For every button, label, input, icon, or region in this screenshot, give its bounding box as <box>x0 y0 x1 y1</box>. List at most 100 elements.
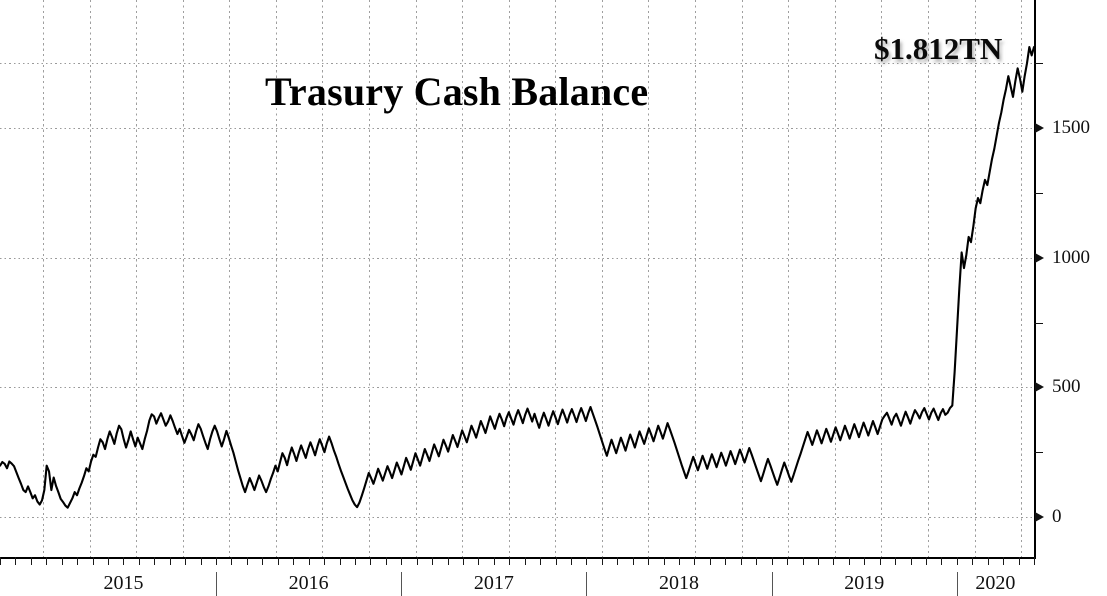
x-minor-tick <box>525 557 526 565</box>
x-minor-tick <box>216 557 217 565</box>
x-minor-tick <box>710 557 711 565</box>
x-axis-year-separator <box>957 572 958 596</box>
x-axis-year-separator <box>216 572 217 596</box>
x-minor-tick <box>988 557 989 565</box>
x-minor-tick <box>370 557 371 565</box>
x-axis-year-separator <box>586 572 587 596</box>
y-axis-spine <box>1034 0 1036 559</box>
x-minor-tick <box>185 557 186 565</box>
x-minor-tick <box>911 557 912 565</box>
x-minor-tick <box>247 557 248 565</box>
y-tick-label: 0 <box>1052 506 1062 527</box>
peak-value-annotation: $1.812TN <box>874 31 1003 66</box>
x-axis-year-label: 2017 <box>473 572 514 594</box>
x-minor-tick <box>448 557 449 565</box>
x-minor-tick <box>123 557 124 565</box>
x-minor-tick <box>309 557 310 565</box>
x-minor-tick <box>417 557 418 565</box>
x-axis-ticks <box>0 557 1035 566</box>
x-minor-tick <box>617 557 618 565</box>
x-axis-year-separator <box>401 572 402 596</box>
x-minor-tick <box>62 557 63 565</box>
x-minor-tick <box>77 557 78 565</box>
x-axis-year-label: 2015 <box>103 572 144 594</box>
y-axis: 1500 1000 500 0 <box>1034 0 1107 593</box>
data-line-layer <box>0 46 1034 509</box>
x-minor-tick <box>586 557 587 565</box>
x-minor-tick <box>941 557 942 565</box>
x-minor-tick <box>664 557 665 565</box>
x-minor-tick <box>880 557 881 565</box>
x-axis-line <box>0 557 1034 559</box>
y-tick-arrow <box>1035 123 1044 133</box>
x-minor-tick <box>633 557 634 565</box>
x-minor-tick <box>478 557 479 565</box>
x-minor-tick <box>201 557 202 565</box>
x-minor-tick <box>571 557 572 565</box>
x-minor-tick <box>679 557 680 565</box>
x-minor-tick <box>386 557 387 565</box>
x-minor-tick <box>849 557 850 565</box>
y-minor-tick <box>1034 63 1043 64</box>
x-minor-tick <box>803 557 804 565</box>
x-minor-tick <box>864 557 865 565</box>
x-minor-tick <box>154 557 155 565</box>
x-minor-tick <box>170 557 171 565</box>
x-minor-tick <box>509 557 510 565</box>
x-minor-tick <box>957 557 958 565</box>
grid-layer <box>0 0 1034 557</box>
x-minor-tick <box>694 557 695 565</box>
x-minor-tick <box>787 557 788 565</box>
x-minor-tick <box>31 557 32 565</box>
x-axis-labels: 2015 2016 2017 2018 2019 2020 <box>0 566 1034 596</box>
x-minor-tick <box>355 557 356 565</box>
x-minor-tick <box>494 557 495 565</box>
x-minor-tick <box>93 557 94 565</box>
x-axis-year-label: 2020 <box>975 572 1016 594</box>
x-minor-tick <box>772 557 773 565</box>
x-minor-tick <box>262 557 263 565</box>
y-minor-tick <box>1034 323 1043 324</box>
x-minor-tick <box>432 557 433 565</box>
x-minor-tick <box>108 557 109 565</box>
x-minor-tick <box>293 557 294 565</box>
x-minor-tick <box>1019 557 1020 565</box>
y-tick-label: 1000 <box>1052 246 1090 268</box>
x-minor-tick <box>818 557 819 565</box>
x-minor-tick <box>401 557 402 565</box>
y-tick-label: 500 <box>1052 376 1081 398</box>
x-minor-tick <box>926 557 927 565</box>
x-minor-tick <box>756 557 757 565</box>
x-minor-tick <box>278 557 279 565</box>
x-minor-tick <box>540 557 541 565</box>
page-title: Trasury Cash Balance <box>265 69 649 114</box>
x-minor-tick <box>602 557 603 565</box>
x-axis-year-label: 2019 <box>844 572 885 594</box>
x-minor-tick <box>972 557 973 565</box>
x-minor-tick <box>725 557 726 565</box>
y-tick-arrow <box>1035 512 1044 522</box>
x-minor-tick <box>741 557 742 565</box>
x-minor-tick <box>1003 557 1004 565</box>
y-tick-label: 1500 <box>1052 117 1090 138</box>
x-minor-tick <box>46 557 47 565</box>
x-minor-tick <box>648 557 649 565</box>
x-minor-tick <box>556 557 557 565</box>
x-minor-tick <box>833 557 834 565</box>
x-minor-tick <box>324 557 325 565</box>
y-tick-arrow <box>1035 252 1044 263</box>
x-axis-year-label: 2016 <box>288 572 329 594</box>
x-minor-tick <box>139 557 140 565</box>
x-minor-tick <box>231 557 232 565</box>
y-minor-tick <box>1034 193 1043 194</box>
y-minor-tick <box>1034 452 1043 453</box>
x-minor-tick <box>895 557 896 565</box>
x-axis-year-label: 2018 <box>659 572 700 594</box>
x-minor-tick <box>463 557 464 565</box>
x-minor-tick <box>15 557 16 565</box>
x-minor-tick <box>340 557 341 565</box>
x-minor-tick <box>0 557 1 565</box>
treasury-cash-balance-line <box>0 46 1034 509</box>
plot-area <box>0 0 1034 557</box>
